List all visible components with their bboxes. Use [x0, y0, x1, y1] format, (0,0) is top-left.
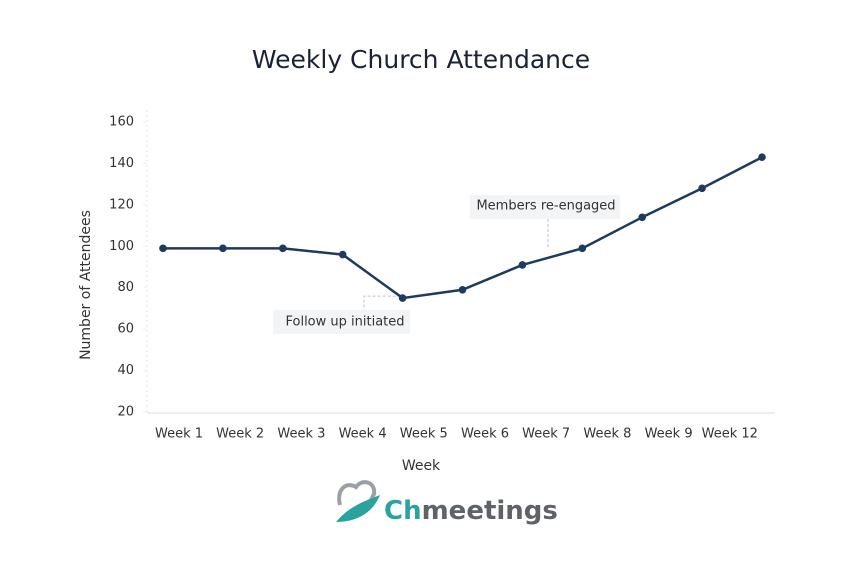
annotation-box — [470, 195, 620, 219]
x-tick-label: Week 3 — [277, 427, 325, 442]
y-tick-label: 40 — [117, 363, 134, 378]
x-tick-label: Week 4 — [339, 427, 387, 442]
logo: Chmeetings — [336, 480, 558, 526]
point — [638, 213, 646, 222]
point — [338, 250, 347, 259]
x-axis-label: Week — [402, 458, 441, 474]
y-axis-label: Number of Attendees — [78, 210, 94, 360]
y-tick-label: 80 — [117, 280, 134, 295]
x-tick-label: Week 2 — [216, 427, 264, 442]
point — [219, 244, 227, 253]
x-tick-label: Week 6 — [461, 427, 509, 442]
x-tick-label: Week 5 — [400, 427, 448, 442]
point — [518, 261, 527, 269]
logo-icon — [336, 495, 380, 522]
x-tick-label: Week 9 — [645, 427, 693, 442]
x-tick-label: Week 12 — [702, 427, 758, 442]
x-tick-label: Week 7 — [522, 427, 570, 442]
y-tick-label: 160 — [109, 115, 134, 130]
brand-suffix: meetings — [422, 496, 558, 526]
point — [159, 244, 167, 253]
point — [578, 244, 587, 253]
annotation: Follow up initiated — [285, 315, 404, 330]
brand: Chmeetings — [384, 496, 558, 526]
logo-icon — [337, 480, 377, 506]
y-tick-label: 100 — [109, 239, 134, 254]
point — [698, 184, 706, 193]
annotation: Members re-engaged — [476, 199, 615, 214]
y-tick-label: 20 — [117, 405, 134, 420]
point — [398, 294, 407, 302]
annotation-connector — [363, 295, 401, 310]
annotation-box — [273, 310, 410, 334]
x-tick-label: Week 8 — [583, 427, 631, 442]
y-tick-label: 120 — [109, 197, 134, 212]
point — [458, 285, 467, 294]
y-tick-label: 140 — [109, 156, 134, 171]
point — [279, 244, 287, 253]
brand-prefix: Ch — [384, 496, 422, 526]
point — [758, 153, 766, 162]
x-tick-label: Week 1 — [155, 427, 203, 442]
chart-title: Weekly Church Attendance — [252, 45, 590, 74]
y-tick-label: 60 — [117, 322, 134, 337]
